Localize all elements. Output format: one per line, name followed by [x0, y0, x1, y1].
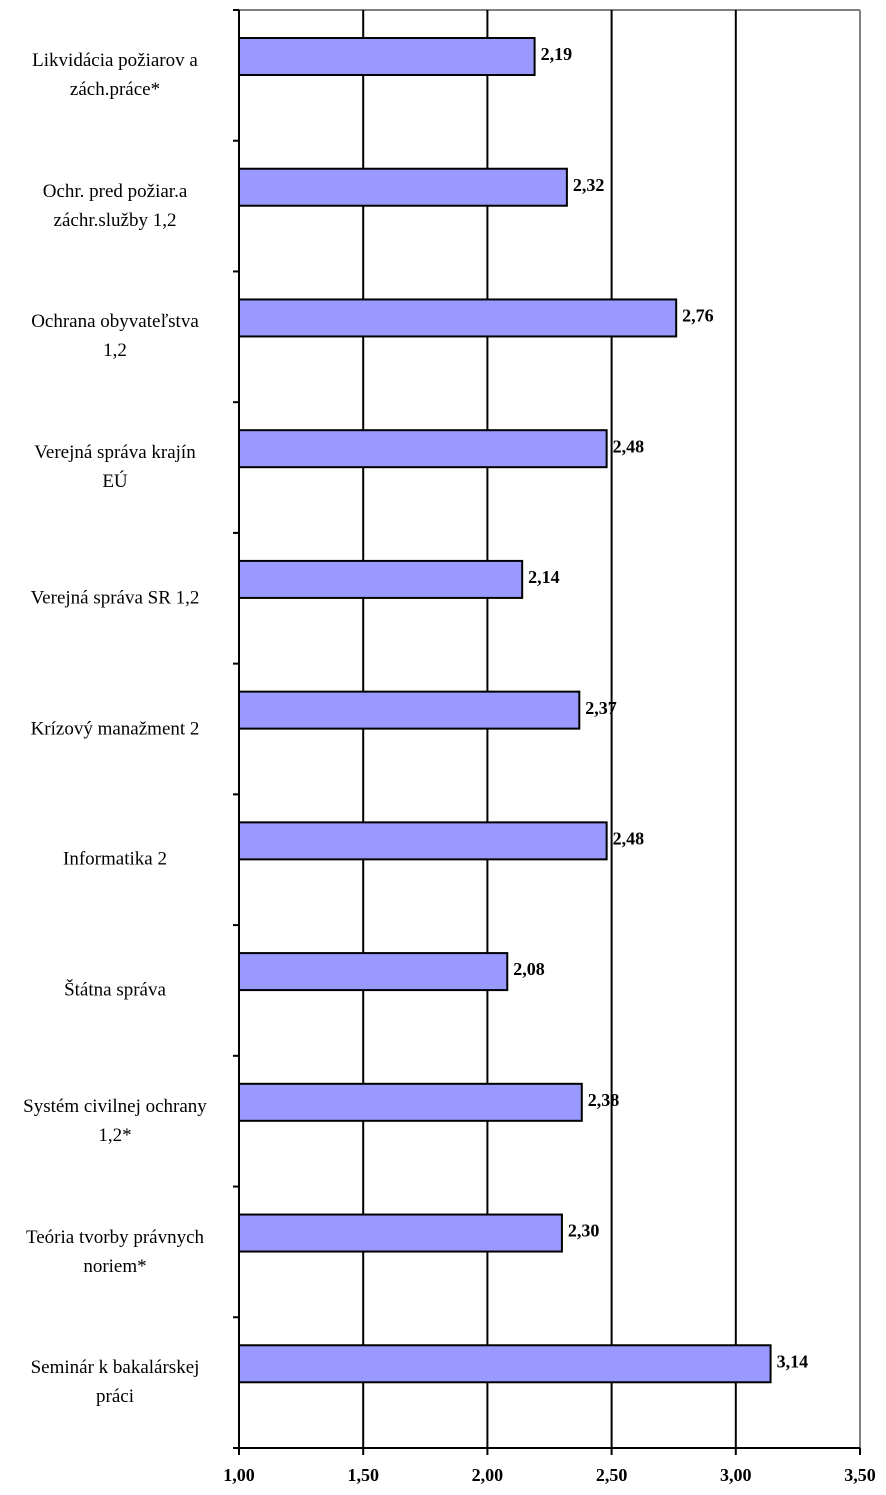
x-tick-label: 1,00: [223, 1465, 255, 1485]
y-tick-label: Štátna správa: [64, 979, 166, 1001]
bar: [238, 298, 678, 338]
data-label: 2,48: [613, 828, 645, 848]
y-tick-label: Likvidácia požiarov a zách.práce*: [32, 50, 198, 100]
bar: [238, 1344, 772, 1384]
data-label: 2,37: [585, 698, 617, 718]
bar: [238, 821, 608, 861]
data-label: 2,48: [613, 436, 645, 456]
y-tick-label: Seminár k bakalárskej práci: [30, 1357, 200, 1408]
x-tick-label: 3,00: [720, 1465, 752, 1485]
y-tick-label: Informatika 2: [63, 848, 167, 870]
bar: [238, 690, 581, 730]
data-label: 2,76: [682, 306, 714, 326]
y-tick-label: Krízový manažment 2: [30, 718, 200, 740]
bar: [238, 37, 536, 76]
data-label: 2,32: [573, 175, 605, 195]
bar: [238, 1082, 583, 1122]
y-tick-label: Systém civilnej ochrany 1,2*: [23, 1095, 207, 1146]
bar: [238, 429, 608, 469]
x-tick-label: 3,50: [844, 1465, 876, 1485]
y-tick-label: Ochr. pred požiar.a záchr.služby 1,2: [42, 180, 188, 231]
y-tick-label: Ochrana obyvateľstva 1,2: [31, 311, 199, 362]
bar: [238, 167, 568, 207]
data-label: 2,38: [588, 1090, 620, 1110]
data-label: 2,19: [541, 44, 573, 64]
data-label: 2,08: [513, 959, 545, 979]
data-label: 2,30: [568, 1221, 600, 1241]
y-tick-label: Teória tvorby právnych noriem*: [25, 1226, 205, 1277]
bar: [238, 952, 509, 992]
x-tick-label: 2,00: [472, 1465, 504, 1485]
bar: [238, 559, 524, 599]
x-tick-label: 2,50: [596, 1465, 628, 1485]
data-label: 2,14: [528, 567, 560, 587]
y-tick-label: Verejná správa SR 1,2: [30, 587, 200, 609]
y-tick-label: Verejná správa krajín EÚ: [34, 442, 196, 493]
data-label: 3,14: [777, 1351, 809, 1371]
bar: [238, 1213, 563, 1253]
x-tick-label: 1,50: [347, 1465, 379, 1485]
